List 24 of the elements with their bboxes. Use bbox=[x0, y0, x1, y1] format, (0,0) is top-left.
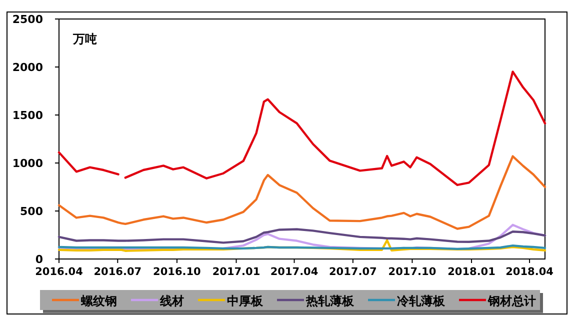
legend-label: 冷轧薄板 bbox=[397, 294, 446, 308]
x-tick-label: 2017.10 bbox=[388, 266, 436, 278]
y-tick-label: 0 bbox=[35, 253, 44, 266]
x-tick-label: 2017.04 bbox=[270, 266, 318, 278]
x-tick-label: 2018.01 bbox=[448, 266, 496, 278]
legend-label: 线材 bbox=[159, 294, 184, 308]
y-axis-title: 万吨 bbox=[72, 32, 97, 46]
line-series bbox=[58, 155, 546, 230]
x-tick-label: 2016.07 bbox=[94, 266, 142, 278]
y-tick-label: 1500 bbox=[12, 109, 44, 122]
y-tick-label: 500 bbox=[20, 205, 44, 218]
x-tick-label: 2017.01 bbox=[212, 266, 260, 278]
x-tick-label: 2017.07 bbox=[329, 266, 377, 278]
x-tick-label: 2016.04 bbox=[35, 266, 83, 278]
x-tick-label: 2018.04 bbox=[506, 266, 554, 278]
y-tick-label: 2500 bbox=[12, 13, 44, 26]
legend-label: 热轧薄板 bbox=[305, 294, 355, 308]
legend-label: 钢材总计 bbox=[487, 294, 536, 308]
legend-label: 螺纹钢 bbox=[80, 294, 117, 308]
x-tick-label: 2016.10 bbox=[153, 266, 201, 278]
legend-label: 中厚板 bbox=[227, 294, 264, 308]
y-tick-label: 1000 bbox=[12, 157, 44, 170]
line-series bbox=[58, 228, 546, 244]
y-tick-label: 2000 bbox=[12, 61, 44, 74]
